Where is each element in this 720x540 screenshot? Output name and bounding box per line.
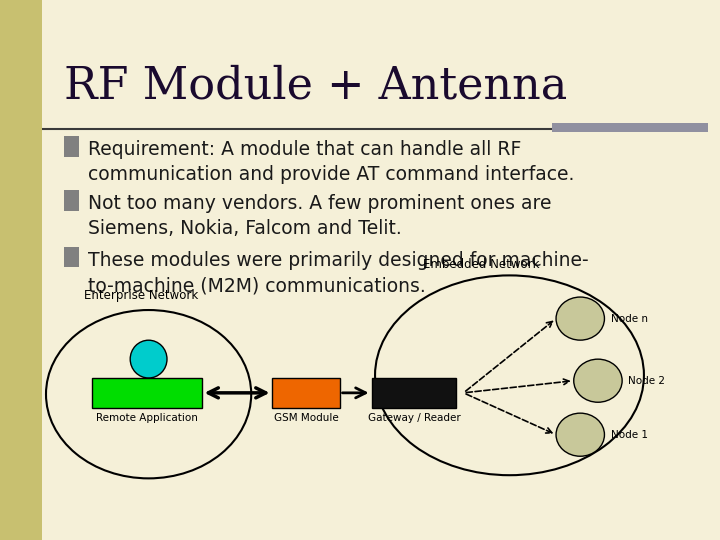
Text: RF Module + Antenna: RF Module + Antenna — [63, 65, 567, 108]
FancyArrowPatch shape — [467, 379, 569, 393]
FancyBboxPatch shape — [0, 0, 42, 540]
Text: Node 1: Node 1 — [611, 430, 648, 440]
Text: These modules were primarily designed for machine-
to-machine (M2M) communicatio: These modules were primarily designed fo… — [89, 251, 589, 295]
FancyBboxPatch shape — [92, 378, 202, 408]
FancyBboxPatch shape — [63, 136, 79, 157]
Text: Requirement: A module that can handle all RF
communication and provide AT comman: Requirement: A module that can handle al… — [89, 140, 575, 184]
FancyBboxPatch shape — [552, 123, 708, 132]
Ellipse shape — [130, 340, 167, 378]
FancyBboxPatch shape — [63, 247, 79, 267]
Text: Remote Application: Remote Application — [96, 413, 198, 423]
FancyBboxPatch shape — [63, 190, 79, 211]
Text: Embedded Network: Embedded Network — [423, 258, 539, 271]
Text: GSM Module: GSM Module — [274, 413, 338, 423]
FancyArrowPatch shape — [466, 394, 552, 433]
Text: Not too many vendors. A few prominent ones are
Siemens, Nokia, Falcom and Telit.: Not too many vendors. A few prominent on… — [89, 194, 552, 238]
FancyBboxPatch shape — [372, 378, 456, 408]
Ellipse shape — [556, 297, 605, 340]
Text: DB: DB — [140, 382, 157, 392]
FancyBboxPatch shape — [272, 378, 340, 408]
Text: Enterprise Network: Enterprise Network — [84, 289, 199, 302]
Text: Gateway / Reader: Gateway / Reader — [368, 413, 460, 423]
Text: Node 2: Node 2 — [629, 376, 665, 386]
Text: Node n: Node n — [611, 314, 648, 323]
FancyArrowPatch shape — [466, 321, 552, 391]
Ellipse shape — [556, 413, 605, 456]
Ellipse shape — [574, 359, 622, 402]
